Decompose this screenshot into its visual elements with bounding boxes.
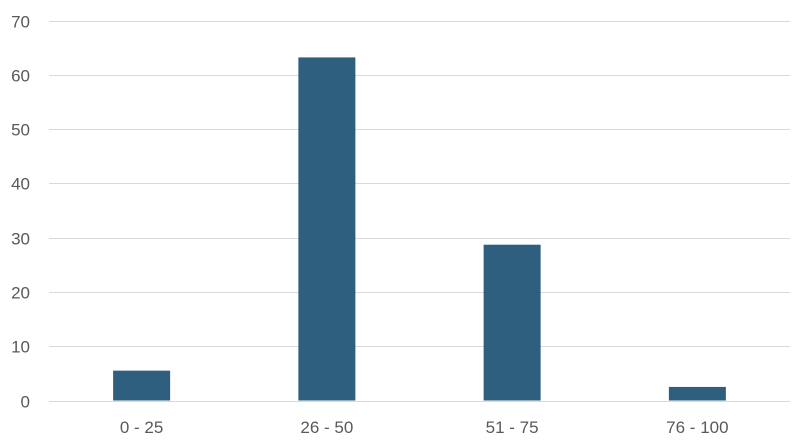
y-tick-label: 20 [11,284,30,303]
bars [113,57,726,401]
y-tick-label: 40 [11,175,30,194]
y-tick-label: 70 [11,13,30,32]
bar-1 [113,370,171,401]
y-axis-tick-labels: 0 10 20 30 40 50 60 70 [11,13,30,412]
x-tick-label: 76 - 100 [666,418,728,437]
bar-2 [298,57,356,401]
grid-lines [49,21,790,402]
y-tick-label: 0 [21,393,30,412]
y-tick-label: 50 [11,121,30,140]
y-tick-label: 10 [11,338,30,357]
x-tick-label: 51 - 75 [486,418,539,437]
x-axis-tick-labels: 0 - 25 26 - 50 51 - 75 76 - 100 [120,418,729,437]
x-tick-label: 26 - 50 [300,418,353,437]
bar-4 [668,386,726,401]
x-tick-label: 0 - 25 [120,418,163,437]
y-tick-label: 60 [11,67,30,86]
y-tick-label: 30 [11,230,30,249]
bar-3 [483,244,541,401]
